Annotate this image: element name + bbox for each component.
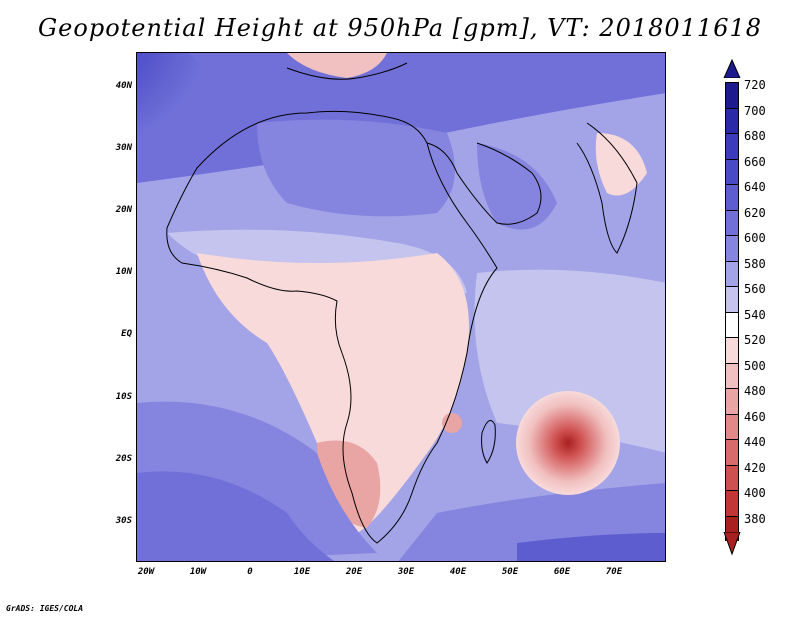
lat-label-30n: 30N (115, 143, 132, 153)
lon-label-10e: 10E (293, 567, 311, 577)
colorbar-bottom-arrow (723, 532, 741, 556)
colorbar-segment (725, 133, 739, 159)
europe-coast (286, 62, 408, 80)
map-panel (136, 52, 666, 562)
chart-title: Geopotential Height at 950hPa [gpm], VT:… (38, 14, 762, 42)
madagascar-coast (481, 420, 496, 464)
colorbar-label-660: 660 (744, 155, 766, 169)
colorbar-segment (725, 464, 739, 490)
colorbar-label-440: 440 (744, 435, 766, 449)
lat-label-30s: 30S (115, 516, 132, 526)
colorbar-segment (725, 107, 739, 133)
arabia-coast (426, 142, 542, 225)
field-south-indian-deep (517, 533, 665, 561)
colorbar-label-380: 380 (744, 512, 766, 526)
colorbar-label-480: 480 (744, 384, 766, 398)
field-arabia (477, 143, 557, 230)
colorbar-segment (725, 184, 739, 210)
lat-label-20s: 20S (115, 454, 132, 464)
colorbar-segment (725, 209, 739, 235)
colorbar-label-620: 620 (744, 206, 766, 220)
field-south-atlantic-deep (137, 471, 335, 561)
lon-label-0: 0 (247, 567, 253, 577)
colorbar-segment (725, 490, 739, 516)
colorbar-label-680: 680 (744, 129, 766, 143)
lon-label-50e: 50E (501, 567, 519, 577)
colorbar-segment (725, 235, 739, 261)
lat-label-eq: EQ (121, 329, 132, 339)
lon-label-20e: 20E (345, 567, 363, 577)
colorbar-segment (725, 337, 739, 363)
grads-credit: GrADS: IGES/COLA (6, 604, 84, 613)
colorbar-label-520: 520 (744, 333, 766, 347)
colorbar-segment (725, 362, 739, 388)
field-med-low (287, 53, 387, 78)
lon-label-30e: 30E (397, 567, 415, 577)
colorbar-segment (725, 260, 739, 286)
lat-label-20n: 20N (115, 205, 132, 215)
colorbar-label-640: 640 (744, 180, 766, 194)
colorbar-segment (725, 82, 739, 108)
field-india (595, 133, 647, 196)
geopotential-field (137, 53, 665, 561)
colorbar-label-560: 560 (744, 282, 766, 296)
colorbar-label-540: 540 (744, 308, 766, 322)
colorbar-label-420: 420 (744, 461, 766, 475)
tropical-cyclone-low (516, 391, 620, 495)
colorbar-label-580: 580 (744, 257, 766, 271)
colorbar-label-600: 600 (744, 231, 766, 245)
lat-label-10s: 10S (115, 392, 132, 402)
colorbar-segment (725, 158, 739, 184)
africa-coast (166, 110, 498, 544)
lon-label-40e: 40E (449, 567, 467, 577)
lon-label-60e: 60E (553, 567, 571, 577)
india-coast (576, 122, 638, 254)
field-sahara (257, 119, 455, 217)
colorbar-segment (725, 286, 739, 312)
colorbar-label-460: 460 (744, 410, 766, 424)
colorbar-segment (725, 413, 739, 439)
field-indian-ocean (474, 269, 665, 453)
lat-label-10n: 10N (115, 267, 132, 277)
colorbar-segment (725, 311, 739, 337)
field-tropical-africa (197, 253, 469, 533)
colorbar-segment (725, 439, 739, 465)
coastlines (166, 62, 638, 544)
field-nw-high (137, 53, 207, 153)
colorbar-segment (725, 388, 739, 414)
colorbar-label-400: 400 (744, 486, 766, 500)
lon-label-10w: 10W (189, 567, 207, 577)
lat-label-40n: 40N (115, 81, 132, 91)
colorbar-label-700: 700 (744, 104, 766, 118)
colorbar-top-arrow (723, 58, 741, 78)
mozambique-low (442, 413, 462, 433)
lon-label-20w: 20W (137, 567, 155, 577)
colorbar-label-500: 500 (744, 359, 766, 373)
lon-label-70e: 70E (605, 567, 623, 577)
colorbar-label-720: 720 (744, 78, 766, 92)
